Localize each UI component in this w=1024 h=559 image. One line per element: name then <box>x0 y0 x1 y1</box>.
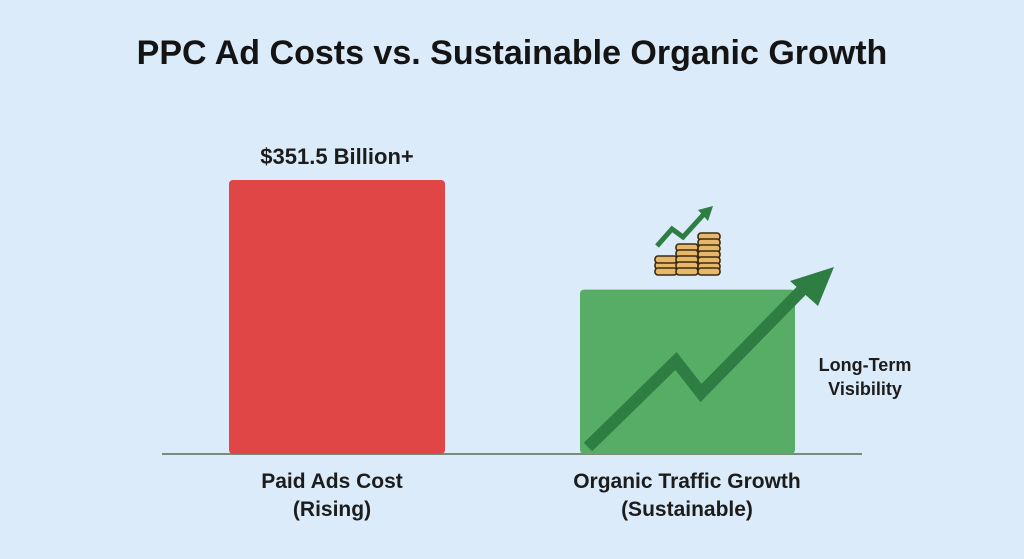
category-label-paid-line2: (Rising) <box>293 498 371 521</box>
chart-title: PPC Ad Costs vs. Sustainable Organic Gro… <box>136 34 888 72</box>
category-label-organic-line2: (Sustainable) <box>621 498 753 521</box>
trend-arrow-icon <box>583 267 834 452</box>
bar-paid-ads <box>229 180 445 454</box>
category-label-paid-line1: Paid Ads Cost <box>261 470 403 493</box>
category-label-organic-line1: Organic Traffic Growth <box>573 470 801 493</box>
annotation-line2: Visibility <box>828 379 902 399</box>
value-label-paid-ads: $351.5 Billion+ <box>260 144 413 169</box>
coin-stack-growth-icon <box>654 206 721 276</box>
annotation-line1: Long-Term <box>819 355 912 375</box>
